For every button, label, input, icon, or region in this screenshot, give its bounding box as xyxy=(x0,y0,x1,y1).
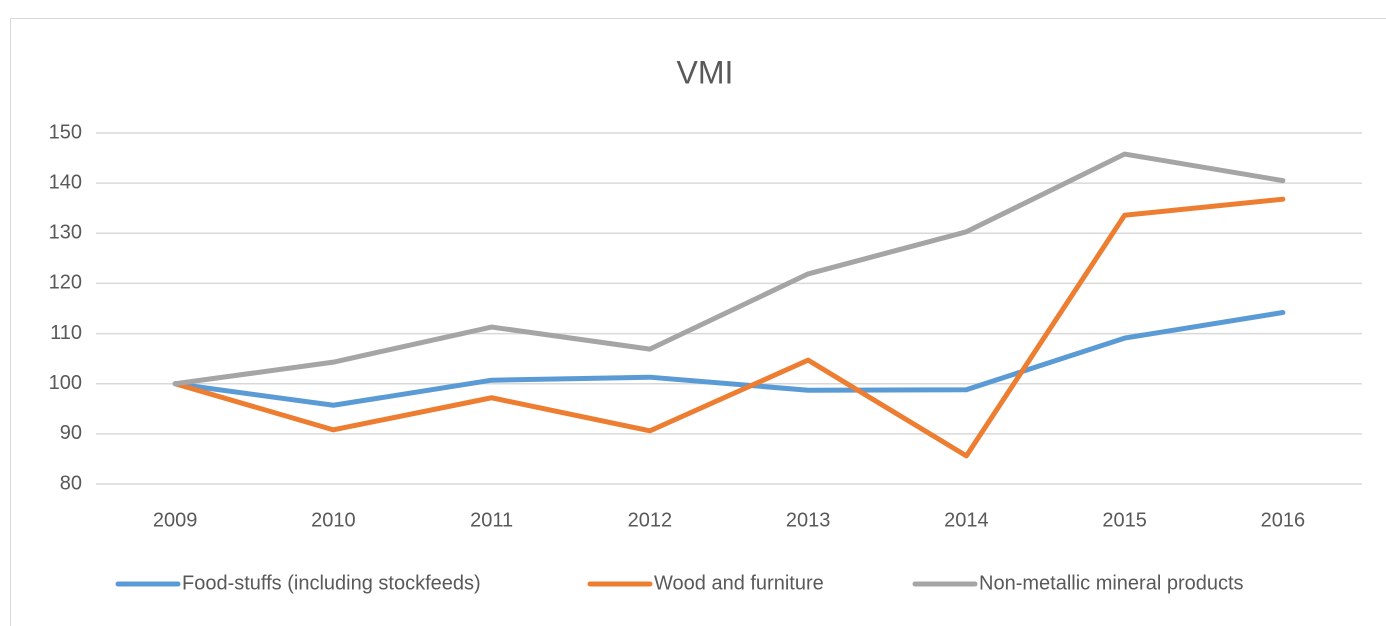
series-line xyxy=(172,310,1286,408)
y-tick-label: 120 xyxy=(49,272,82,294)
chart-title: VMI xyxy=(677,54,734,90)
x-tick-label: 2010 xyxy=(311,509,356,531)
y-tick-label: 150 xyxy=(49,121,82,143)
legend-label: Food-stuffs (including stockfeeds) xyxy=(182,572,481,594)
x-tick-label: 2015 xyxy=(1102,509,1147,531)
x-tick-label: 2009 xyxy=(153,509,198,531)
x-tick-label: 2011 xyxy=(470,509,513,531)
y-tick-label: 130 xyxy=(49,222,82,244)
x-tick-label: 2016 xyxy=(1261,509,1306,531)
series-line xyxy=(172,151,1286,387)
y-tick-label: 110 xyxy=(50,322,82,344)
x-tick-label: 2014 xyxy=(944,509,989,531)
y-tick-label: 140 xyxy=(49,171,82,193)
x-tick-label: 2012 xyxy=(628,509,673,531)
legend-label: Non-metallic mineral products xyxy=(979,572,1244,594)
x-tick-label: 2013 xyxy=(786,509,831,531)
y-tick-label: 90 xyxy=(60,422,82,444)
series-line xyxy=(172,196,1286,459)
legend-label: Wood and furniture xyxy=(654,572,824,594)
y-tick-label: 100 xyxy=(49,372,82,394)
y-tick-label: 80 xyxy=(60,472,82,494)
